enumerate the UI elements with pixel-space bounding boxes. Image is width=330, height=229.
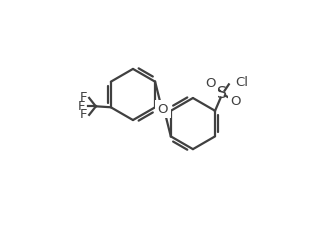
Text: O: O — [158, 103, 168, 116]
Text: F: F — [80, 91, 87, 104]
Text: O: O — [230, 95, 241, 108]
Text: Cl: Cl — [235, 76, 248, 90]
Text: F: F — [80, 108, 87, 121]
Text: O: O — [205, 77, 216, 90]
Text: F: F — [78, 100, 85, 113]
Text: S: S — [217, 86, 227, 101]
